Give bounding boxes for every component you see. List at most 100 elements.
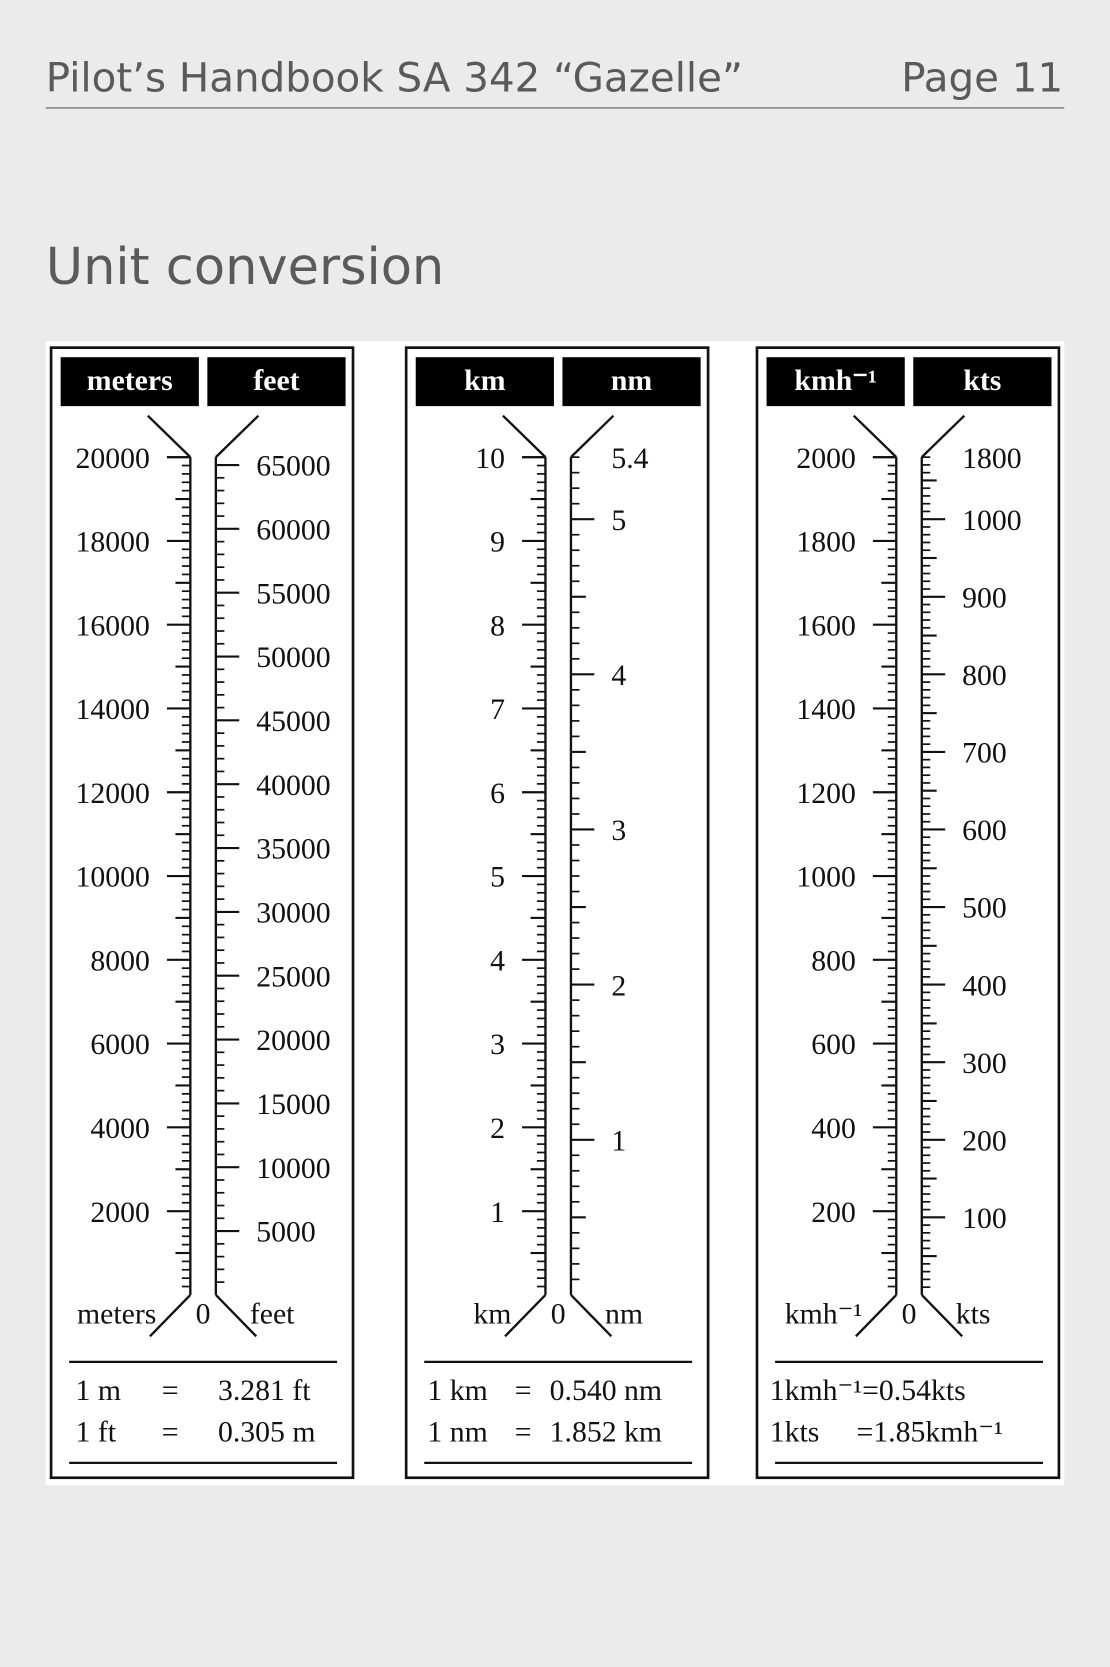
conversion-text: 1kmh⁻¹=0.54kts (770, 1374, 966, 1407)
right-tick-label: 5000 (256, 1216, 315, 1249)
left-unit-header-box (60, 357, 199, 407)
conversion-text: 0.540 nm (550, 1374, 662, 1407)
funnel-line (570, 414, 615, 458)
left-tick-label: 1200 (796, 777, 856, 810)
right-tick-label: 3 (611, 814, 626, 847)
left-unit-label: km (473, 1298, 511, 1331)
left-tick-label: 200 (811, 1196, 856, 1229)
left-tick-label: 3 (490, 1028, 505, 1061)
left-tick-label: 12000 (76, 777, 150, 810)
funnel-line (570, 1294, 613, 1338)
right-unit-header-box (913, 357, 1052, 407)
zero-label: 0 (196, 1298, 211, 1331)
conversion-text: = (162, 1416, 179, 1449)
left-unit-label: kmh⁻¹ (785, 1298, 863, 1331)
zero-label: 0 (902, 1298, 917, 1331)
left-tick-label: 800 (811, 944, 856, 977)
left-tick-label: 1800 (796, 526, 856, 559)
conversion-text: 0.305 m (218, 1416, 316, 1449)
left-tick-label: 20000 (76, 442, 150, 475)
conversion-text: 1 nm (427, 1416, 487, 1449)
conversion-text: 1.852 km (550, 1416, 662, 1449)
zero-label: 0 (551, 1298, 566, 1331)
funnel-line (920, 414, 966, 458)
right-tick-label: 2 (611, 969, 626, 1002)
left-unit-header-box (766, 357, 905, 407)
left-tick-label: 18000 (76, 526, 150, 559)
left-tick-label: 9 (490, 526, 505, 559)
right-tick-label: 40000 (256, 769, 330, 802)
right-unit-header: nm (611, 364, 653, 397)
right-tick-label: 5 (611, 504, 626, 537)
left-tick-label: 10 (475, 442, 505, 475)
left-tick-label: 1 (490, 1196, 505, 1229)
right-tick-label: 600 (962, 814, 1007, 847)
conversion-text: = (515, 1416, 532, 1449)
right-tick-label: 50000 (256, 641, 330, 674)
funnel-line (147, 414, 192, 458)
right-top-label: 1800 (962, 442, 1022, 475)
conversion-text: 1 m (76, 1374, 121, 1407)
funnel-line (215, 414, 260, 458)
right-tick-label: 1000 (962, 504, 1022, 537)
funnel-line (852, 414, 898, 458)
right-tick-label: 300 (962, 1047, 1007, 1080)
left-unit-header: kmh⁻¹ (794, 364, 876, 397)
left-tick-label: 2000 (796, 442, 856, 475)
right-tick-label: 900 (962, 581, 1007, 614)
right-unit-label: nm (605, 1298, 643, 1331)
left-unit-label: meters (77, 1298, 156, 1331)
right-unit-header: kts (963, 364, 1001, 397)
conversion-scales: meters feet200001800016000140001200010000… (49, 346, 1061, 1480)
left-unit-header-box (415, 357, 554, 407)
right-tick-label: 15000 (256, 1088, 330, 1121)
right-tick-label: 20000 (256, 1024, 330, 1057)
right-tick-label: 700 (962, 737, 1007, 770)
left-tick-label: 1600 (796, 609, 856, 642)
left-tick-label: 1400 (796, 693, 856, 726)
left-tick-label: 2000 (90, 1196, 150, 1229)
right-tick-label: 65000 (256, 450, 330, 483)
left-tick-label: 4 (490, 944, 505, 977)
funnel-line (504, 1294, 547, 1338)
funnel-line (215, 1294, 258, 1338)
funnel-line (149, 1294, 192, 1338)
left-tick-label: 6000 (90, 1028, 150, 1061)
right-unit-header-box (562, 357, 701, 407)
page-number: Page 11 (901, 54, 1063, 101)
right-tick-label: 1 (611, 1124, 626, 1157)
left-tick-label: 16000 (76, 609, 150, 642)
right-unit-label: kts (956, 1298, 991, 1331)
left-unit-header: meters (87, 364, 173, 397)
left-tick-label: 10000 (76, 861, 150, 894)
left-tick-label: 14000 (76, 693, 150, 726)
conversion-text: 1kts =1.85kmh⁻¹ (770, 1416, 1003, 1449)
conversion-text: = (162, 1374, 179, 1407)
right-top-label: 5.4 (611, 442, 648, 475)
scale-panel-meters: meters feet200001800016000140001200010000… (49, 346, 355, 1480)
right-tick-label: 500 (962, 892, 1007, 925)
conversion-text: 1 km (427, 1374, 487, 1407)
right-unit-label: feet (250, 1298, 295, 1331)
panel-border (755, 346, 1061, 1480)
left-tick-label: 7 (490, 693, 505, 726)
left-unit-header: km (464, 364, 506, 397)
right-tick-label: 25000 (256, 960, 330, 993)
right-tick-label: 35000 (256, 833, 330, 866)
funnel-line (920, 1294, 964, 1338)
panel-border (404, 346, 710, 1480)
left-tick-label: 600 (811, 1028, 856, 1061)
right-unit-header-box (207, 357, 346, 407)
conversion-text: 1 ft (76, 1416, 117, 1449)
right-tick-label: 4 (611, 659, 626, 692)
conversion-text: 3.281 ft (218, 1374, 311, 1407)
left-tick-label: 400 (811, 1112, 856, 1145)
left-tick-label: 6 (490, 777, 505, 810)
right-tick-label: 800 (962, 659, 1007, 692)
scale-panel-km: km nm 10 9 8 7 6 5 4 3 2 1 5 4 3 2 1 5.4 0 km nm 1 km = 0.540 n… (404, 346, 710, 1480)
conversion-text: = (515, 1374, 532, 1407)
right-tick-label: 60000 (256, 513, 330, 546)
left-tick-label: 8 (490, 609, 505, 642)
right-tick-label: 55000 (256, 577, 330, 610)
